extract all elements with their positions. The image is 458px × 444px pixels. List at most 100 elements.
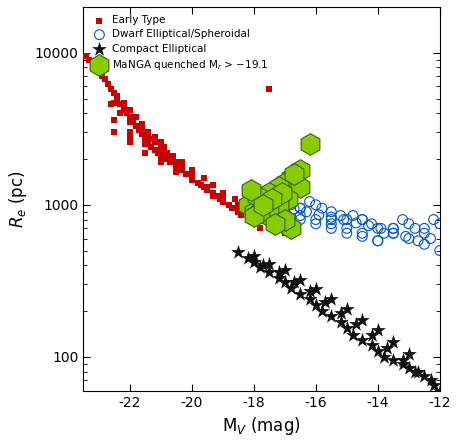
Early Type [120,99,127,106]
Early Type [210,182,217,189]
Early Type [204,186,211,194]
Early Type [188,174,196,182]
Early Type [108,100,115,107]
Early Type [204,186,211,194]
MaNGA quenched M$_r$ > −19.1 [266,189,273,196]
Early Type [142,149,149,156]
Dwarf Elliptical/Spheroidal [327,225,335,232]
Early Type [110,129,118,136]
Early Type [138,127,146,134]
Early Type [114,95,121,102]
Dwarf Elliptical/Spheroidal [365,222,372,229]
Early Type [188,174,196,182]
Dwarf Elliptical/Spheroidal [327,214,335,221]
Compact Elliptical [266,260,273,267]
Early Type [169,152,177,159]
Compact Elliptical [287,284,294,291]
Dwarf Elliptical/Spheroidal [266,205,273,212]
X-axis label: M$_V$ (mag): M$_V$ (mag) [222,415,301,437]
Compact Elliptical [244,254,251,261]
Early Type [98,73,105,80]
Early Type [179,166,186,173]
Compact Elliptical [297,277,304,284]
Compact Elliptical [327,296,335,303]
Early Type [157,159,164,166]
Dwarf Elliptical/Spheroidal [436,220,443,227]
Early Type [166,159,174,166]
Early Type [164,155,171,163]
Dwarf Elliptical/Spheroidal [312,216,319,223]
Early Type [136,127,143,134]
Early Type [229,205,236,212]
MaNGA quenched M$_r$ > −19.1 [281,179,289,186]
Dwarf Elliptical/Spheroidal [436,247,443,254]
Dwarf Elliptical/Spheroidal [359,230,366,237]
Compact Elliptical [281,279,289,286]
Dwarf Elliptical/Spheroidal [303,208,310,215]
Early Type [101,75,109,83]
Dwarf Elliptical/Spheroidal [327,208,335,215]
Dwarf Elliptical/Spheroidal [405,220,413,227]
Dwarf Elliptical/Spheroidal [368,220,375,227]
MaNGA quenched M$_r$ > −19.1 [287,225,294,232]
Compact Elliptical [430,382,437,389]
Dwarf Elliptical/Spheroidal [278,202,285,210]
Early Type [138,120,146,127]
Early Type [213,192,220,199]
Dwarf Elliptical/Spheroidal [281,198,289,205]
Early Type [210,192,217,199]
Early Type [157,143,164,151]
Dwarf Elliptical/Spheroidal [266,208,273,215]
Compact Elliptical [414,368,422,375]
Compact Elliptical [427,377,434,384]
Dwarf Elliptical/Spheroidal [318,205,326,212]
Early Type [250,208,257,215]
Early Type [173,159,180,166]
Compact Elliptical [390,339,397,346]
Dwarf Elliptical/Spheroidal [452,237,458,244]
Dwarf Elliptical/Spheroidal [374,237,382,244]
Dwarf Elliptical/Spheroidal [343,230,350,237]
Dwarf Elliptical/Spheroidal [281,212,289,219]
MaNGA quenched M$_r$ > −19.1 [250,208,257,215]
Dwarf Elliptical/Spheroidal [315,211,322,218]
Early Type [166,152,174,159]
Dwarf Elliptical/Spheroidal [287,201,294,208]
Early Type [132,113,140,120]
Compact Elliptical [383,344,391,351]
Early Type [219,195,226,202]
Dwarf Elliptical/Spheroidal [306,198,313,205]
Early Type [110,90,118,97]
Early Type [238,211,245,218]
Early Type [173,163,180,170]
MaNGA quenched M$_r$ > −19.1 [275,201,282,208]
Compact Elliptical [327,313,335,320]
Dwarf Elliptical/Spheroidal [390,230,397,237]
Early Type [157,155,164,163]
Compact Elliptical [250,258,257,266]
Compact Elliptical [312,285,319,293]
Dwarf Elliptical/Spheroidal [359,233,366,240]
MaNGA quenched M$_r$ > −19.1 [297,166,304,173]
MaNGA quenched M$_r$ > −19.1 [247,186,254,194]
Early Type [160,143,168,151]
Compact Elliptical [337,318,344,325]
Dwarf Elliptical/Spheroidal [275,208,282,215]
Early Type [234,205,242,212]
Dwarf Elliptical/Spheroidal [414,237,422,244]
MaNGA quenched M$_r$ > −19.1 [266,205,273,212]
Early Type [164,149,171,156]
Early Type [108,85,115,92]
Dwarf Elliptical/Spheroidal [374,237,382,244]
Early Type [204,184,211,191]
Dwarf Elliptical/Spheroidal [420,241,428,248]
Dwarf Elliptical/Spheroidal [352,219,360,226]
Dwarf Elliptical/Spheroidal [411,225,419,232]
Early Type [148,136,155,143]
Early Type [104,81,112,88]
Early Type [157,152,164,159]
Compact Elliptical [359,336,366,343]
Early Type [114,92,121,99]
Early Type [204,186,211,194]
Compact Elliptical [281,267,289,274]
